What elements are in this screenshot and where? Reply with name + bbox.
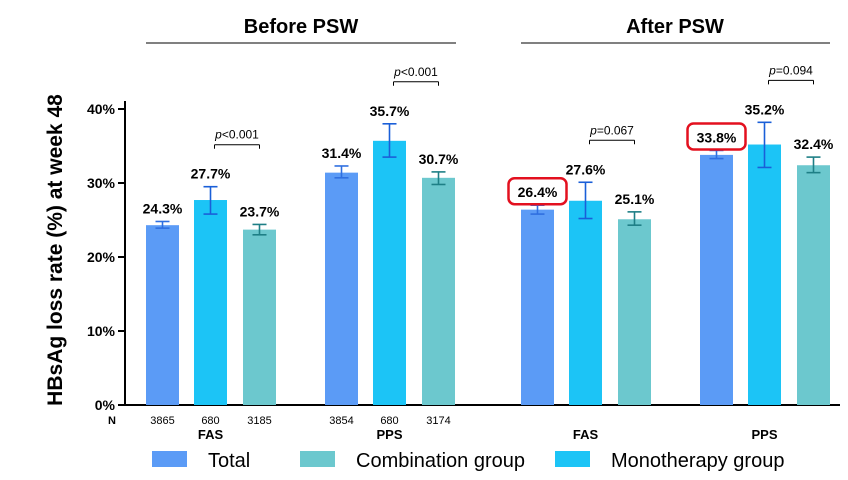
legend-swatch	[300, 451, 335, 467]
data-label: 26.4%	[518, 184, 558, 200]
data-label: 27.6%	[566, 161, 606, 177]
y-tick-label: 0%	[95, 397, 116, 413]
legend-item: Combination group	[300, 450, 525, 472]
p-value-label: p=0.094	[768, 63, 813, 77]
bar	[569, 200, 602, 405]
legend-item: Monotherapy group	[555, 450, 784, 472]
chart-panels: Before PSW 24.3% 3865 27.7% 680 23.7% 3185 FAS p…	[143, 16, 834, 442]
data-label: 33.8%	[697, 129, 737, 145]
highlight-box	[507, 176, 568, 206]
data-label: 31.4%	[322, 145, 362, 161]
panel-title: After PSW	[626, 16, 724, 38]
legend-item: Total	[152, 450, 250, 472]
legend: Total Combination group Monotherapy group	[152, 450, 784, 472]
data-label: 30.7%	[419, 151, 459, 167]
n-value: 3854	[329, 415, 353, 427]
n-label: N	[108, 415, 116, 427]
y-axis-label: HBsAg loss rate (%) at week 48	[44, 94, 67, 406]
bar	[700, 154, 733, 405]
n-value: 3865	[150, 415, 174, 427]
data-label: 23.7%	[240, 203, 280, 219]
data-label: 25.1%	[615, 191, 655, 207]
group-label: PPS	[751, 427, 777, 442]
n-value: 680	[201, 415, 219, 427]
data-label: 35.2%	[745, 101, 785, 117]
legend-label: Total	[208, 450, 250, 472]
bar	[748, 144, 781, 405]
bar	[521, 209, 554, 405]
data-label: 27.7%	[191, 166, 231, 182]
p-value-label: p<0.001	[393, 65, 438, 79]
n-value: 3174	[426, 415, 450, 427]
legend-swatch	[152, 451, 187, 467]
bar	[797, 165, 830, 405]
data-label: 24.3%	[143, 200, 183, 216]
panel-before-psw: Before PSW 24.3% 3865 27.7% 680 23.7% 3185 FAS p…	[143, 16, 459, 442]
group-pps: 31.4% 3854 35.7% 680 30.7% 3174 PPS p<0.001	[322, 65, 459, 442]
legend-swatch	[555, 451, 590, 467]
bar	[373, 140, 406, 405]
p-value-label: p<0.001	[214, 128, 259, 142]
bar	[194, 200, 227, 405]
group-fas: 24.3% 3865 27.7% 680 23.7% 3185 FAS p<0.001	[143, 128, 280, 442]
bar	[325, 172, 358, 405]
panel-title: Before PSW	[244, 16, 359, 38]
y-tick-label: 30%	[87, 175, 116, 191]
n-value: 680	[380, 415, 398, 427]
n-value: 3185	[247, 415, 271, 427]
group-fas: 26.4% 27.6% 25.1% FAS p=0.067	[507, 123, 655, 442]
group-label: PPS	[376, 427, 402, 442]
legend-label: Monotherapy group	[611, 450, 784, 472]
y-tick-label: 10%	[87, 323, 116, 339]
y-tick-label: 20%	[87, 249, 116, 265]
group-label: FAS	[573, 427, 599, 442]
group-pps: 33.8% 35.2% 32.4% PPS p=0.094	[686, 63, 834, 442]
p-value-label: p=0.067	[589, 123, 634, 137]
bar	[618, 219, 651, 405]
y-tick-label: 40%	[87, 101, 116, 117]
legend-label: Combination group	[356, 450, 525, 472]
bar	[243, 229, 276, 405]
bar	[422, 177, 455, 405]
group-label: FAS	[198, 427, 224, 442]
data-label: 32.4%	[794, 136, 834, 152]
data-label: 35.7%	[370, 103, 410, 119]
bar	[146, 225, 179, 405]
highlight-box	[686, 122, 747, 151]
